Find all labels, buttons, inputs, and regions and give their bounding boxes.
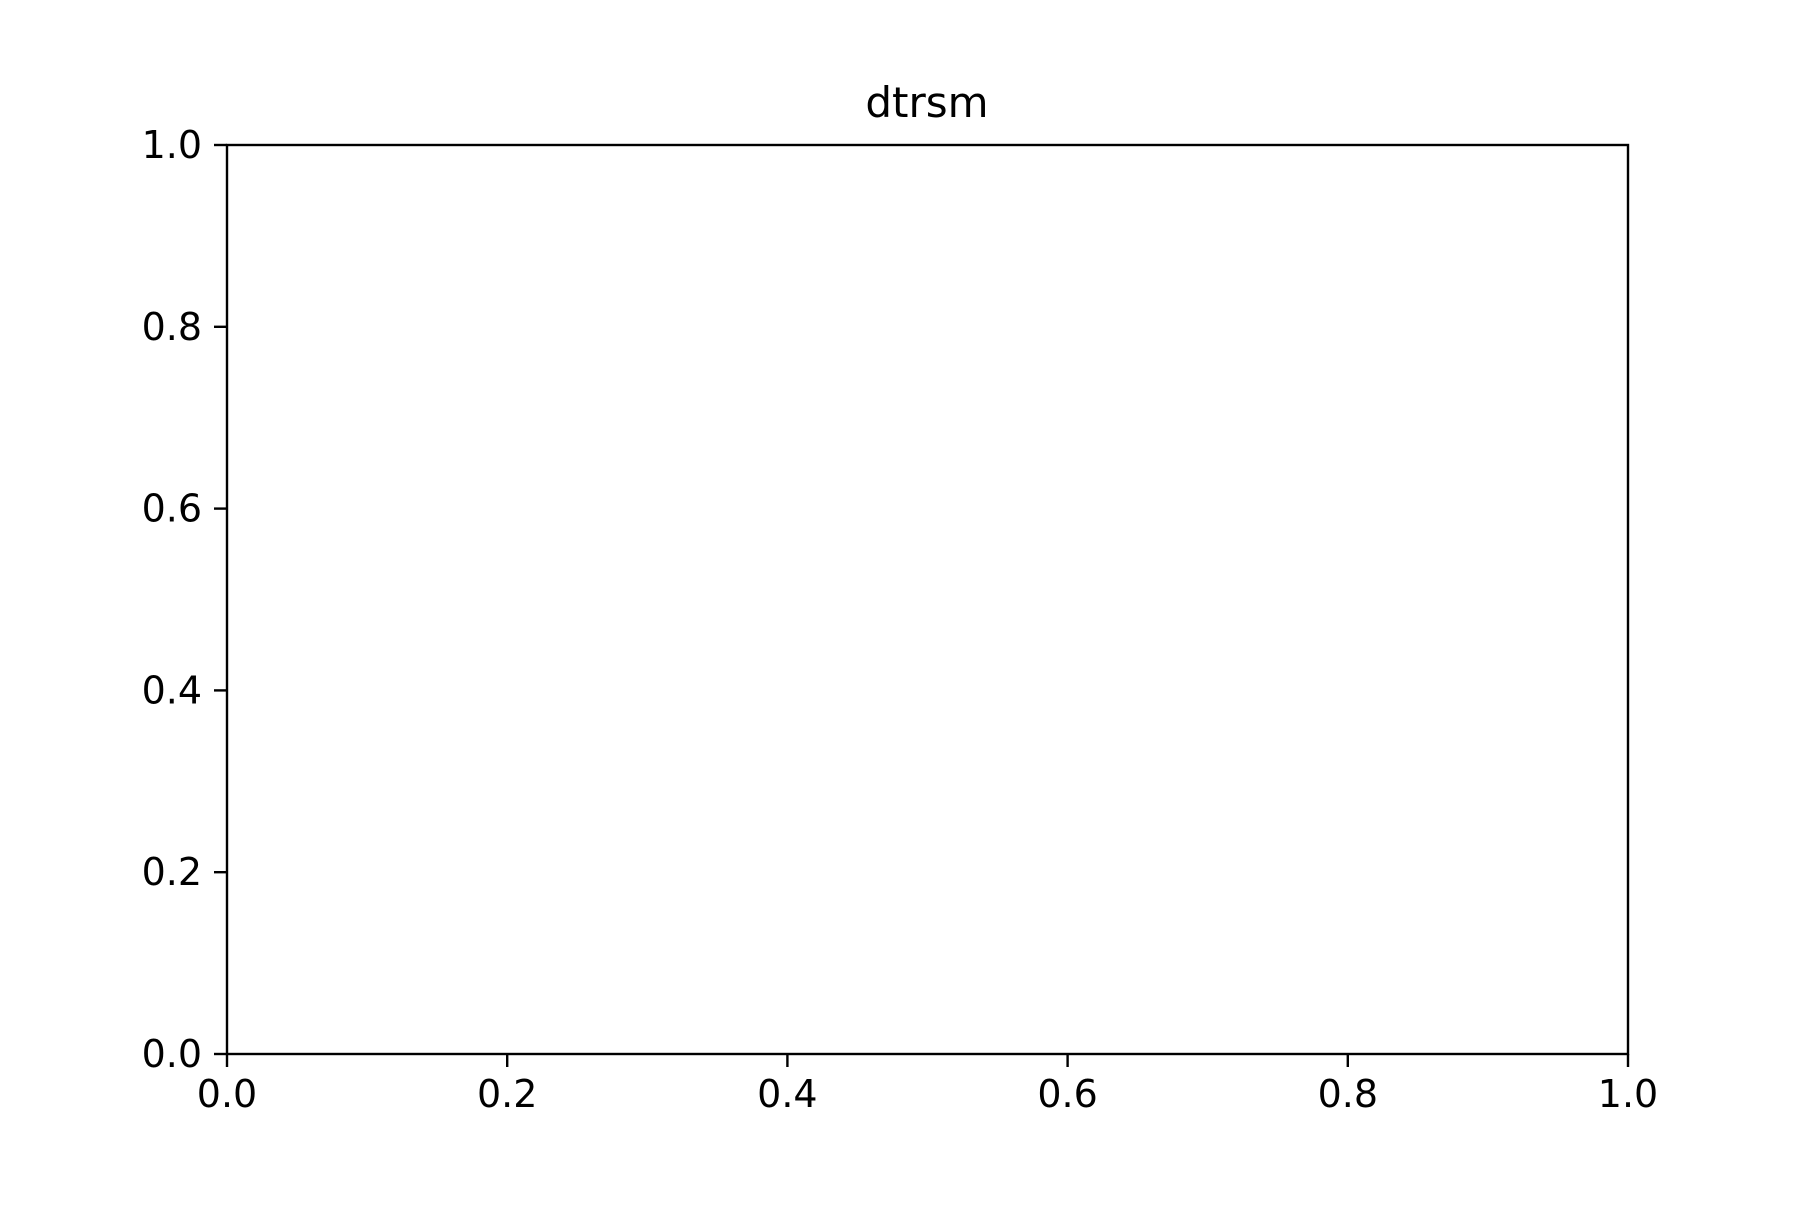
x-tick-label: 0.6 — [1037, 1072, 1097, 1116]
y-tick-label: 0.0 — [142, 1032, 202, 1076]
x-tick-label: 1.0 — [1598, 1072, 1658, 1116]
y-tick-label: 1.0 — [142, 123, 202, 167]
x-tick-label: 0.2 — [477, 1072, 537, 1116]
axes: 0.0 0.2 0.4 0.6 0.8 1.0 0.0 0.2 0.4 0.6 0.8 1.0 — [142, 123, 1659, 1116]
x-tick-label: 0.4 — [757, 1072, 817, 1116]
x-tick-label: 0.8 — [1318, 1072, 1378, 1116]
y-tick-label: 0.2 — [142, 850, 202, 894]
y-tick-label: 0.6 — [142, 487, 202, 531]
plot-frame — [225, 143, 1630, 1056]
x-tick-label: 0.0 — [197, 1072, 257, 1116]
y-tick-label: 0.4 — [142, 668, 202, 712]
chart-title: dtrsm — [865, 78, 988, 127]
y-tick-label: 0.8 — [142, 305, 202, 349]
